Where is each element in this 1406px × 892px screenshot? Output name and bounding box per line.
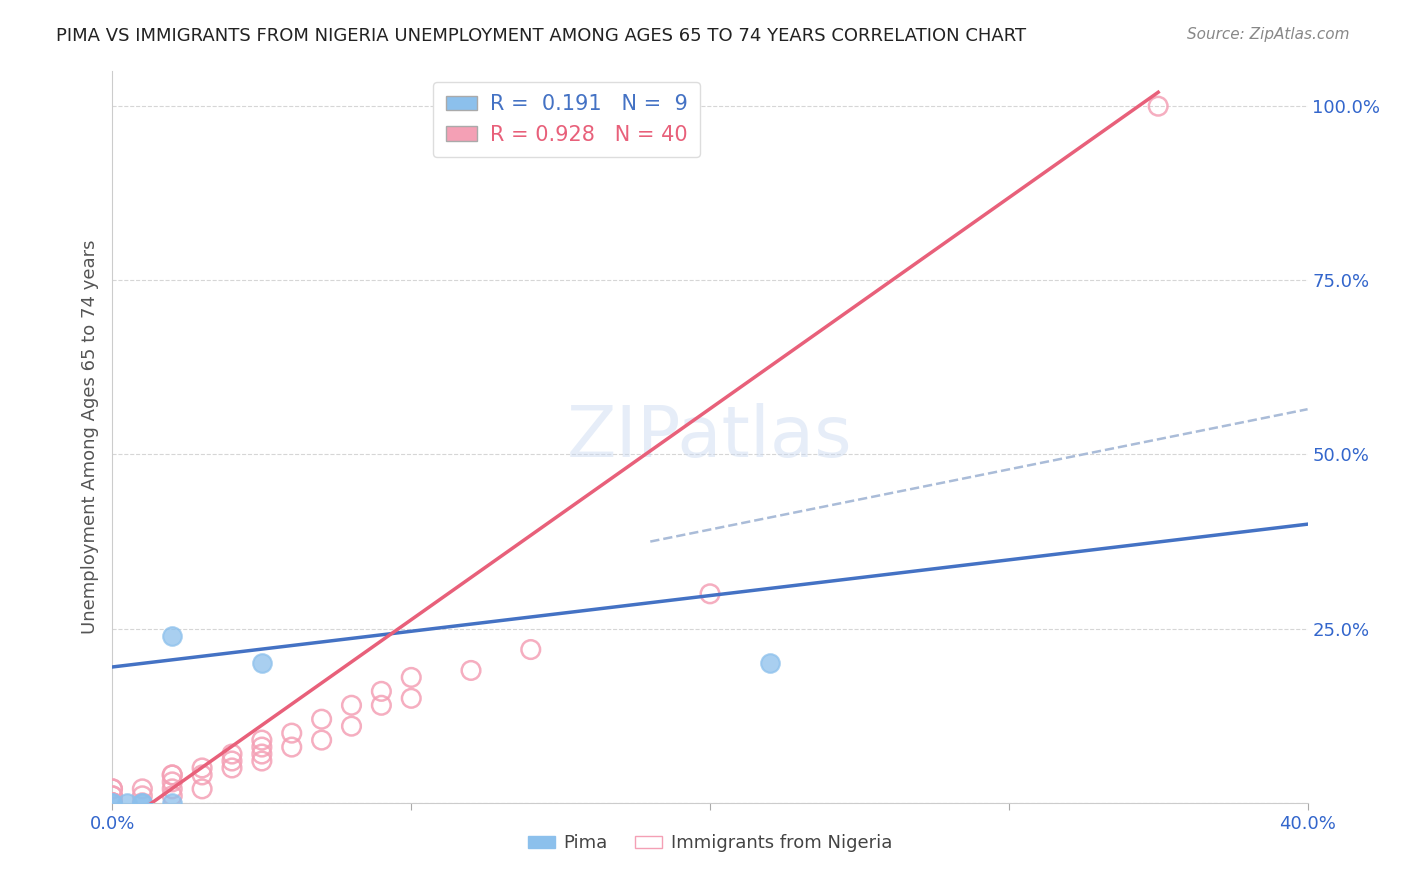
Text: Source: ZipAtlas.com: Source: ZipAtlas.com: [1187, 27, 1350, 42]
Point: [131, 796, 153, 810]
Point: [250, 733, 273, 747]
Point: [250, 740, 273, 755]
Point: [101, 796, 124, 810]
Point: [281, 740, 304, 755]
Point: [460, 664, 482, 678]
Point: [1147, 99, 1170, 113]
Point: [250, 754, 273, 768]
Point: [759, 657, 782, 671]
Point: [340, 698, 363, 713]
Point: [101, 796, 124, 810]
Point: [162, 629, 183, 643]
Point: [131, 796, 153, 810]
Point: [101, 796, 124, 810]
Point: [131, 789, 153, 803]
Point: [191, 761, 214, 775]
Text: PIMA VS IMMIGRANTS FROM NIGERIA UNEMPLOYMENT AMONG AGES 65 TO 74 YEARS CORRELATI: PIMA VS IMMIGRANTS FROM NIGERIA UNEMPLOY…: [56, 27, 1026, 45]
Point: [191, 768, 214, 782]
Point: [162, 796, 183, 810]
Point: [131, 796, 153, 810]
Point: [370, 684, 392, 698]
Point: [117, 796, 139, 810]
Point: [401, 691, 423, 706]
Point: [191, 781, 214, 796]
Point: [311, 733, 333, 747]
Point: [221, 747, 243, 761]
Point: [699, 587, 721, 601]
Point: [101, 789, 124, 803]
Point: [162, 775, 183, 789]
Point: [101, 796, 124, 810]
Point: [311, 712, 333, 726]
Point: [101, 781, 124, 796]
Point: [101, 796, 124, 810]
Point: [250, 747, 273, 761]
Point: [162, 789, 183, 803]
Point: [281, 726, 304, 740]
Point: [162, 768, 183, 782]
Point: [221, 754, 243, 768]
Point: [101, 789, 124, 803]
Legend: Pima, Immigrants from Nigeria: Pima, Immigrants from Nigeria: [520, 827, 900, 860]
Point: [101, 796, 124, 810]
Point: [340, 719, 363, 733]
Point: [401, 670, 423, 684]
Text: ZIPatlas: ZIPatlas: [567, 402, 853, 472]
Point: [131, 781, 153, 796]
Y-axis label: Unemployment Among Ages 65 to 74 years: Unemployment Among Ages 65 to 74 years: [80, 240, 98, 634]
Point: [221, 761, 243, 775]
Point: [520, 642, 543, 657]
Point: [162, 781, 183, 796]
Point: [101, 781, 124, 796]
Point: [370, 698, 392, 713]
Point: [162, 768, 183, 782]
Point: [250, 657, 273, 671]
